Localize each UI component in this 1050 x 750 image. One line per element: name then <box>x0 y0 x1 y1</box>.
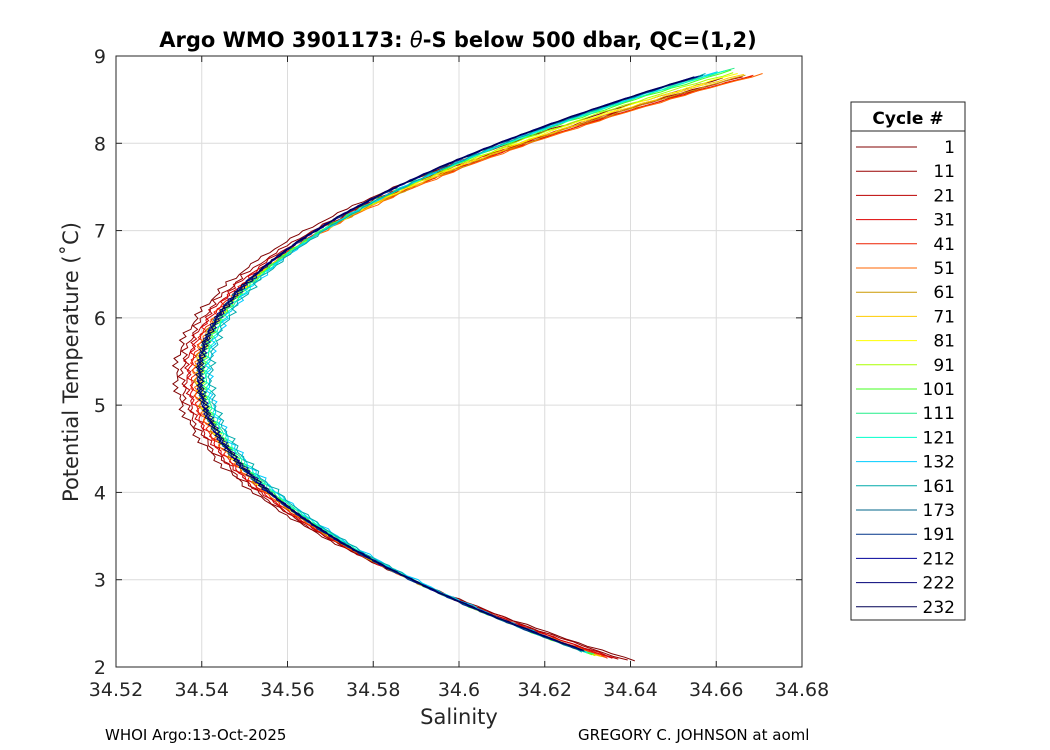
legend-label: 111 <box>923 404 955 424</box>
y-tick-label: 7 <box>94 221 106 243</box>
y-tick-labels: 2 3 4 5 6 7 8 9 <box>94 46 106 679</box>
legend-label: 191 <box>923 525 955 545</box>
legend-label: 212 <box>923 549 955 569</box>
tick-marks <box>115 55 803 668</box>
x-tick-label: 34.68 <box>775 679 829 701</box>
legend-title: Cycle # <box>872 109 943 129</box>
x-tick-label: 34.66 <box>689 679 743 701</box>
grid-lines <box>116 56 802 667</box>
x-tick-label: 34.62 <box>518 679 572 701</box>
y-tick-label: 2 <box>94 657 106 679</box>
legend-label: 91 <box>933 356 955 376</box>
footer-credit-left: WHOI Argo:13-Oct-2025 <box>105 726 287 744</box>
legend-label: 81 <box>933 332 955 352</box>
legend-label: 132 <box>923 453 955 473</box>
legend-label: 71 <box>933 307 955 327</box>
x-tick-label: 34.54 <box>175 679 229 701</box>
y-tick-label: 3 <box>94 570 106 592</box>
legend-label: 173 <box>923 501 955 521</box>
series-line-cycle-232 <box>195 76 695 651</box>
legend-label: 121 <box>923 428 955 448</box>
legend-label: 11 <box>933 162 955 182</box>
chart-title: Argo WMO 3901173: θ-S below 500 dbar, QC… <box>159 28 756 52</box>
x-axis-label: Salinity <box>420 705 498 729</box>
x-tick-label: 34.6 <box>438 679 480 701</box>
legend-label: 21 <box>933 186 955 206</box>
legend-label: 51 <box>933 259 955 279</box>
legend-label: 161 <box>923 477 955 497</box>
y-axis-label: Potential Temperature (˚C) <box>59 222 83 502</box>
y-tick-label: 4 <box>94 482 106 504</box>
legend: Cycle # 11121314151617181911011111211321… <box>850 101 966 621</box>
legend-items: 1112131415161718191101111121132161173191… <box>856 138 955 618</box>
legend-label: 101 <box>923 380 955 400</box>
x-tick-label: 34.52 <box>89 679 143 701</box>
legend-box <box>850 101 966 621</box>
series-line-cycle-222 <box>195 76 695 651</box>
y-tick-label: 9 <box>94 46 106 68</box>
x-tick-label: 34.58 <box>346 679 400 701</box>
y-tick-label: 6 <box>94 308 106 330</box>
legend-label: 31 <box>933 211 955 231</box>
footer-credit-right: GREGORY C. JOHNSON at aoml <box>578 726 810 744</box>
x-tick-label: 34.64 <box>603 679 657 701</box>
legend-label: 41 <box>933 235 955 255</box>
series-line-cycle-161 <box>207 73 706 653</box>
series-group <box>171 67 763 662</box>
x-tick-label: 34.56 <box>260 679 314 701</box>
legend-label: 222 <box>923 574 955 594</box>
y-tick-label: 8 <box>94 133 106 155</box>
legend-label: 1 <box>944 138 955 158</box>
y-tick-label: 5 <box>94 395 106 417</box>
legend-label: 232 <box>923 598 955 618</box>
legend-label: 61 <box>933 283 955 303</box>
x-tick-labels: 34.52 34.54 34.56 34.58 34.6 34.62 34.64 34.66 3… <box>89 679 829 701</box>
